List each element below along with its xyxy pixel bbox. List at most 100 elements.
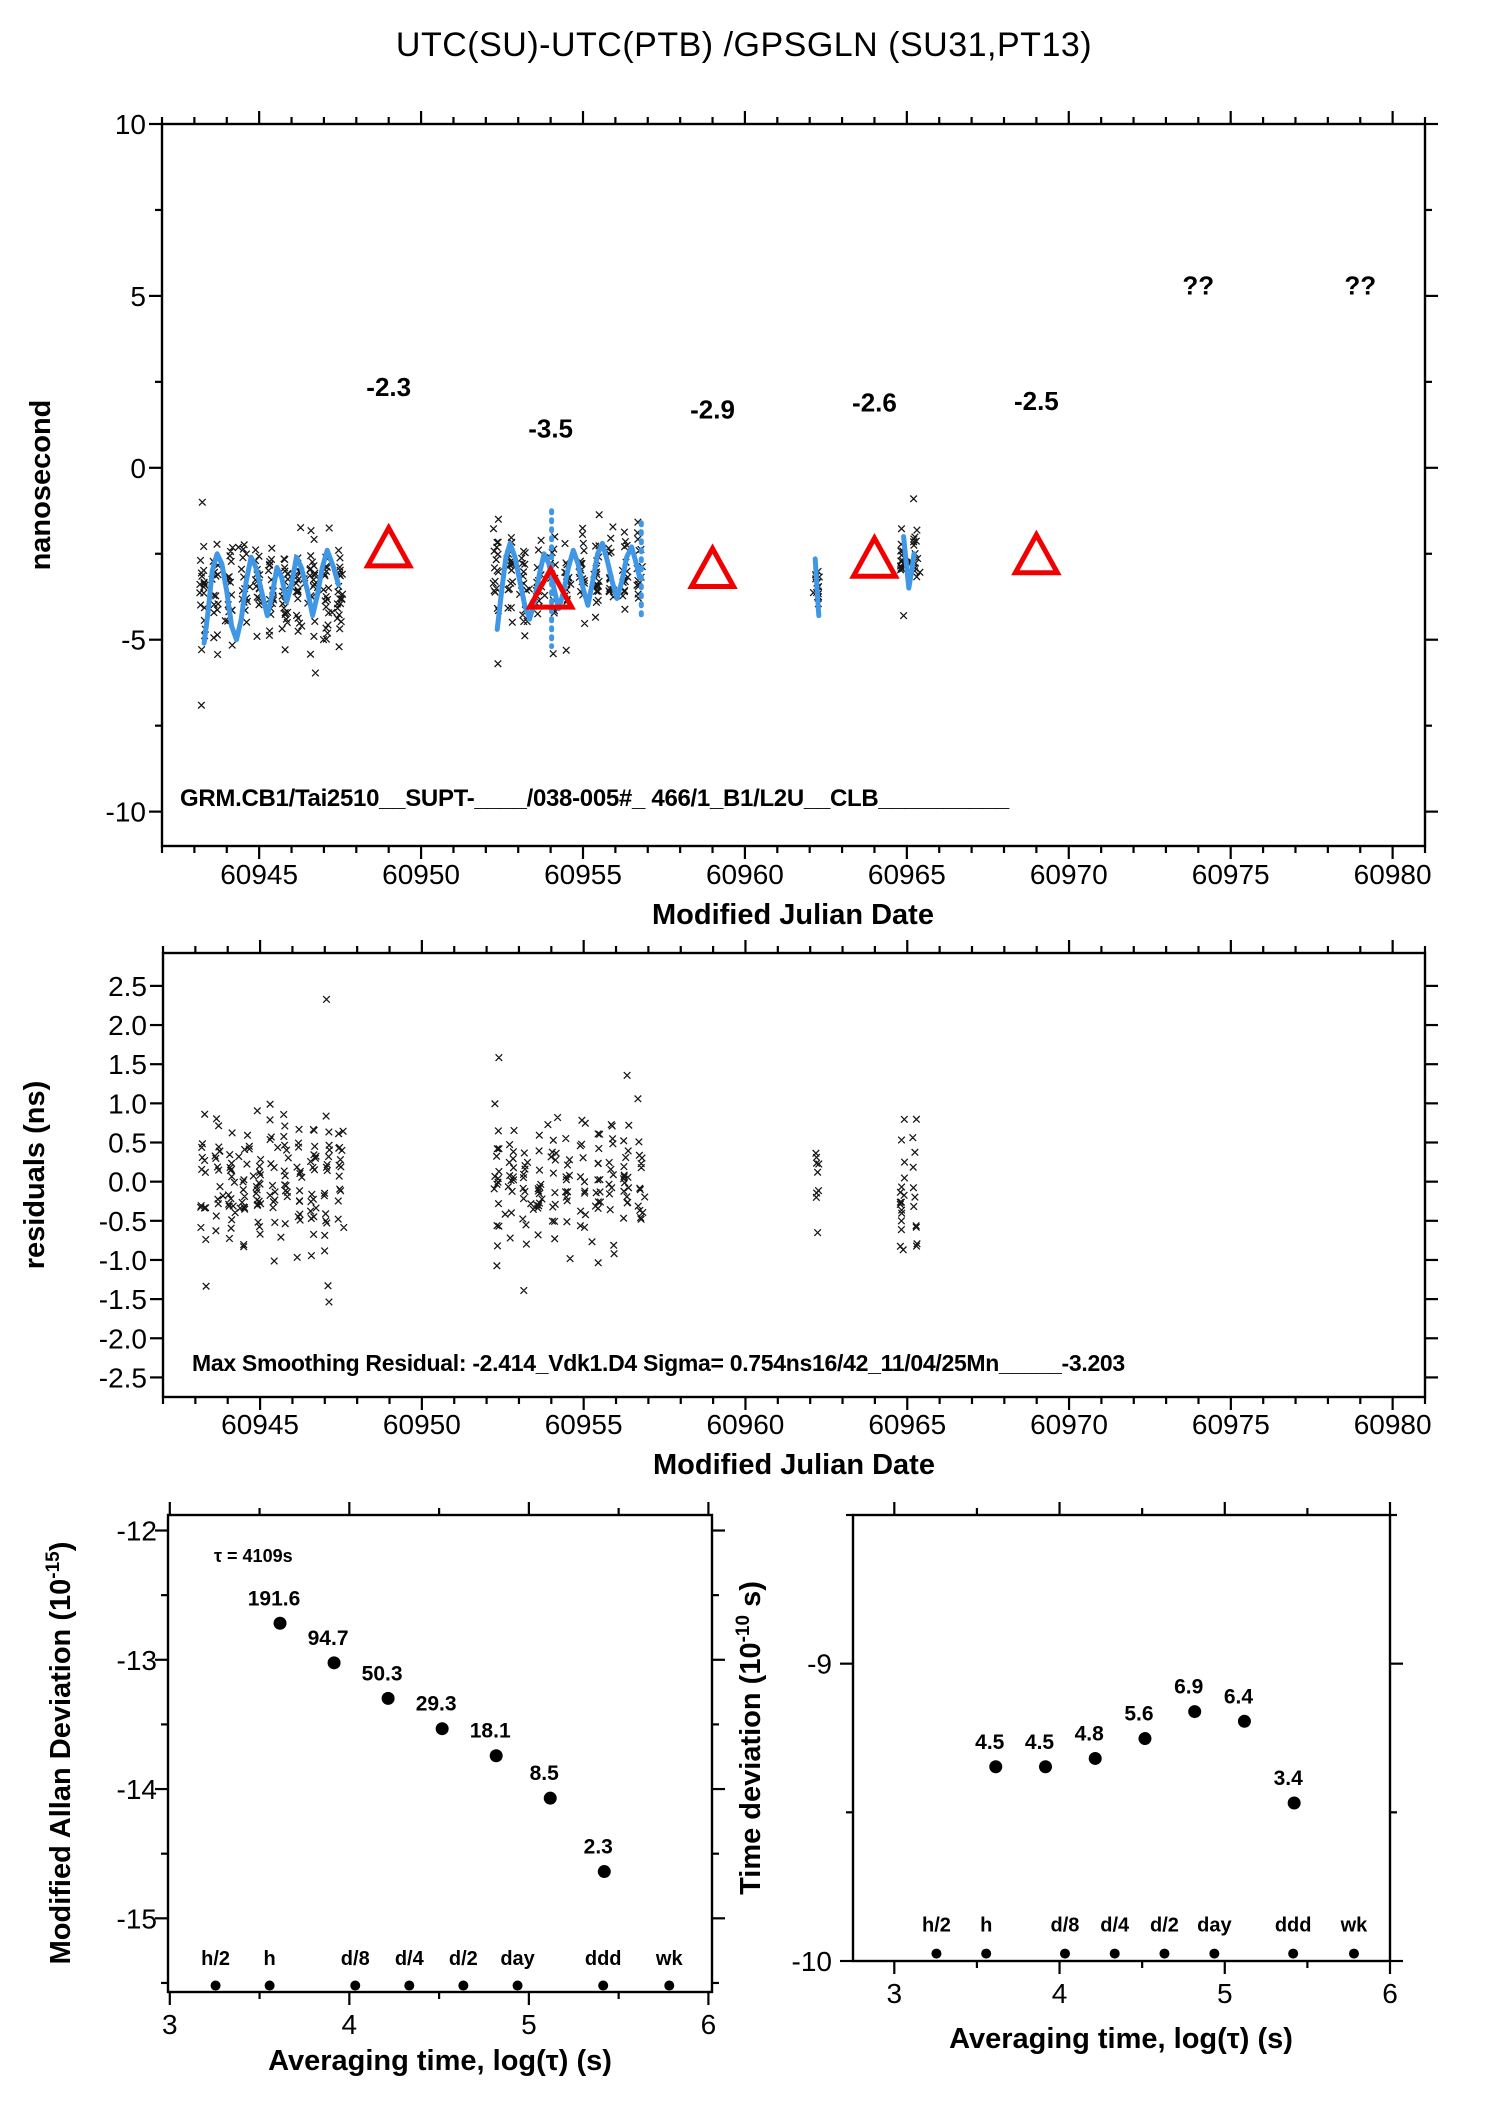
tau-marker-label: ddd <box>585 1948 622 1970</box>
deviation-point <box>1287 1796 1301 1810</box>
x-tick-label: 6 <box>1382 1978 1398 2009</box>
tau-marker-label: h <box>264 1948 276 1970</box>
x-tick-label: 60975 <box>1192 1409 1270 1440</box>
tau-marker-label: d/2 <box>1150 1914 1179 1936</box>
plot-frame <box>160 122 1427 848</box>
smoothing-residual-label: Max Smoothing Residual: -2.414_Vdk1.D4 S… <box>192 1350 1125 1376</box>
deviation-point <box>435 1722 449 1736</box>
time-deviation-panel: 3 4 5 6 -9 -10 4.5 4.5 4.8 5.6 6.9 6.4 3.4 h/2 h d/8 d/4… <box>792 1502 1403 2009</box>
x-tick-label: 60960 <box>706 859 784 890</box>
x-tick-label: 60945 <box>221 1409 299 1440</box>
tau-marker <box>210 1980 221 1991</box>
x-tick-label: 5 <box>521 2009 537 2040</box>
tau-marker-label: h/2 <box>922 1914 951 1936</box>
calibration-value-label: -2.5 <box>1014 386 1059 416</box>
y-tick-label: -12 <box>117 1516 157 1547</box>
x-tick-label: 60955 <box>545 1409 623 1440</box>
deviation-point <box>597 1865 611 1879</box>
tau-marker-label: d/4 <box>1100 1914 1130 1936</box>
scatter-cluster <box>812 1149 823 1237</box>
plot-frame <box>161 951 1427 1399</box>
calibration-triangle <box>687 543 738 590</box>
y-tick-label: -10 <box>106 797 146 828</box>
x-tick-label: 60965 <box>868 859 946 890</box>
x-tick-label: 60965 <box>868 1409 946 1440</box>
deviation-point <box>1188 1705 1202 1719</box>
tau-marker-label: d/4 <box>395 1948 425 1970</box>
deviation-point <box>381 1691 395 1705</box>
y-tick-label: 0.5 <box>108 1128 147 1159</box>
residuals-xlabel: Modified Julian Date <box>653 1449 935 1481</box>
mdev-ylabel-close: ) <box>45 1542 77 1552</box>
deviation-value-label: 50.3 <box>362 1662 403 1685</box>
tau-marker <box>1348 1948 1359 1959</box>
smoothed-line <box>812 556 822 619</box>
top-panel-config-label: GRM.CB1/Tai2510__SUPT-____/038-005#_ 466… <box>180 785 1010 812</box>
y-tick-label: -5 <box>121 625 146 656</box>
tau-marker <box>350 1980 361 1991</box>
top-panel-ylabel: nanosecond <box>25 400 57 571</box>
deviation-point <box>1088 1751 1102 1765</box>
mdev-ylabel-text: Modified Allan Deviation (10 <box>45 1579 77 1965</box>
smoothed-line <box>901 534 917 591</box>
smoothed-line <box>201 547 341 646</box>
tau-marker <box>598 1980 609 1991</box>
mdev-ylabel-exponent: -15 <box>43 1551 64 1579</box>
deviation-point <box>1138 1732 1152 1746</box>
mdev-ylabel: Modified Allan Deviation (10-15) <box>43 1542 77 1965</box>
tdev-xlabel: Averaging time, log(τ) (s) <box>949 2023 1293 2055</box>
deviation-value-label: 94.7 <box>308 1627 349 1650</box>
tdev-ylabel: Time deviation (10-10 s) <box>733 1581 767 1895</box>
y-tick-label: 10 <box>115 109 146 140</box>
deviation-value-label: 191.6 <box>248 1587 301 1610</box>
deviation-value-label: 4.5 <box>975 1731 1005 1754</box>
tdev-ylabel-exponent: -10 <box>733 1615 754 1642</box>
y-tick-label: -1.0 <box>99 1245 147 1276</box>
calibration-triangle <box>525 563 576 610</box>
deviation-value-label: 8.5 <box>530 1762 560 1785</box>
figure-title: UTC(SU)-UTC(PTB) /GPSGLN (SU31,PT13) <box>396 26 1092 64</box>
tau-marker-label: wk <box>1340 1914 1369 1936</box>
y-tick-label: 0 <box>130 453 146 484</box>
calibration-value-label: -2.6 <box>852 387 897 417</box>
tau-marker <box>1159 1948 1170 1959</box>
tau-marker <box>981 1948 992 1959</box>
calibration-triangle <box>363 522 414 569</box>
x-tick-label: 60950 <box>382 859 460 890</box>
y-tick-label: -1.5 <box>99 1284 147 1315</box>
y-tick-label: -13 <box>117 1645 157 1676</box>
tau-marker-label: day <box>500 1948 535 1970</box>
tau-marker-label: d/8 <box>341 1948 370 1970</box>
tau-marker-label: h/2 <box>201 1948 230 1970</box>
y-tick-label: -9 <box>807 1649 832 1680</box>
tau-marker <box>404 1980 415 1991</box>
deviation-value-label: 6.4 <box>1224 1685 1254 1708</box>
deviation-point <box>543 1791 557 1805</box>
tau-marker <box>1209 1948 1220 1959</box>
y-tick-label: 5 <box>130 281 146 312</box>
calibration-triangle <box>1011 529 1062 576</box>
tau-marker-label: wk <box>655 1948 684 1970</box>
y-tick-label: -2.0 <box>99 1323 147 1354</box>
x-tick-label: 60945 <box>220 859 298 890</box>
tau-marker <box>512 1980 523 1991</box>
deviation-value-label: 3.4 <box>1274 1767 1304 1790</box>
x-tick-label: 60970 <box>1030 859 1108 890</box>
smoothed-line <box>494 540 643 632</box>
tau-marker-label: d/8 <box>1051 1914 1080 1936</box>
x-tick-label: 60980 <box>1354 1409 1432 1440</box>
deviation-value-label: 5.6 <box>1124 1703 1153 1726</box>
y-tick-label: -0.5 <box>99 1206 147 1237</box>
top-panel: 60945 60950 60955 60960 60965 60970 60975 60980… <box>106 109 1438 890</box>
x-tick-label: 4 <box>342 2009 358 2040</box>
x-tick-label: 60955 <box>544 859 622 890</box>
deviation-point <box>989 1760 1003 1774</box>
tdev-ylabel-text: Time deviation (10 <box>735 1642 767 1895</box>
x-tick-label: 60975 <box>1192 859 1270 890</box>
tau-marker-label: h <box>980 1914 992 1936</box>
plot-frame <box>851 1513 1392 1963</box>
y-tick-label: -2.5 <box>99 1362 147 1393</box>
deviation-point <box>327 1656 341 1670</box>
